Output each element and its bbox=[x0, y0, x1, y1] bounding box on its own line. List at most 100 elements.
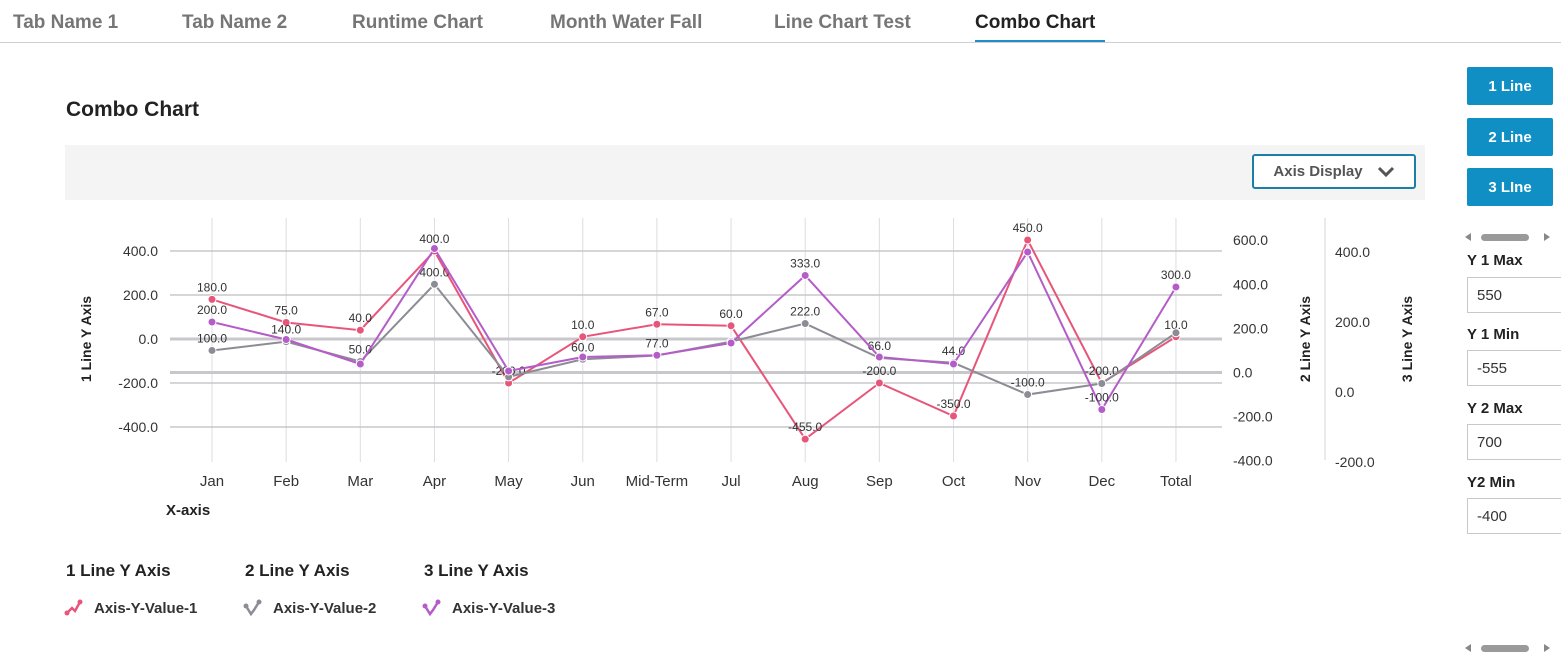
y1-min-label: Y 1 Min bbox=[1467, 326, 1520, 343]
x-tick-label: Total bbox=[1160, 473, 1192, 490]
legend-item-3[interactable]: Axis-Y-Value-3 bbox=[422, 598, 555, 618]
data-point bbox=[1097, 379, 1107, 389]
panel-scrollbar-bottom[interactable] bbox=[1465, 643, 1550, 653]
data-label: -100.0 bbox=[1085, 391, 1119, 405]
tab-bar: Tab Name 1 Tab Name 2 Runtime Chart Mont… bbox=[0, 0, 1561, 43]
data-point bbox=[207, 345, 217, 355]
data-label: 60.0 bbox=[719, 307, 743, 321]
scroll-left-icon[interactable] bbox=[1465, 233, 1471, 241]
y3-axis-title: 3 Line Y Axis bbox=[1399, 296, 1415, 382]
y3-tick-label: 400.0 bbox=[1335, 244, 1370, 260]
x-tick-label: Mar bbox=[347, 473, 373, 490]
chevron-down-icon bbox=[1377, 166, 1394, 177]
x-tick-label: Aug bbox=[792, 473, 819, 490]
data-point bbox=[874, 352, 884, 362]
tab-1[interactable]: Tab Name 1 bbox=[13, 12, 119, 33]
x-tick-label: Sep bbox=[866, 473, 893, 490]
scroll-right-icon[interactable] bbox=[1544, 233, 1550, 241]
y1-max-input[interactable] bbox=[1467, 277, 1561, 313]
tab-line-chart-test[interactable]: Line Chart Test bbox=[774, 12, 911, 33]
combo-chart: 400.0 200.0 0.0 -200.0 -400.0 600.0 400.0 200.0… bbox=[78, 218, 1415, 519]
data-point bbox=[429, 279, 439, 289]
data-label: 67.0 bbox=[645, 305, 669, 319]
legend-item-1[interactable]: Axis-Y-Value-1 bbox=[64, 598, 197, 618]
data-label: 200.0 bbox=[197, 303, 227, 317]
data-point bbox=[652, 350, 662, 360]
y2-tick-label: 200.0 bbox=[1233, 320, 1268, 336]
y1-tick-label: -400.0 bbox=[118, 419, 158, 435]
data-label: 333.0 bbox=[790, 256, 820, 270]
series-line bbox=[211, 246, 1177, 412]
y1-tick-label: -200.0 bbox=[118, 375, 158, 391]
y2-min-input[interactable] bbox=[1467, 498, 1561, 534]
data-point bbox=[504, 366, 514, 376]
x-tick-label: Mid-Term bbox=[626, 473, 689, 490]
y1-max-label: Y 1 Max bbox=[1467, 252, 1523, 269]
data-point bbox=[207, 294, 217, 304]
x-tick-label: May bbox=[494, 473, 523, 490]
data-point bbox=[800, 270, 810, 280]
tab-2[interactable]: Tab Name 2 bbox=[182, 12, 288, 33]
legend-group-3: 3 Line Y Axis bbox=[424, 561, 529, 580]
two-line-button[interactable]: 2 Line bbox=[1467, 118, 1553, 156]
data-label: 300.0 bbox=[1161, 268, 1191, 282]
data-point bbox=[429, 244, 439, 253]
x-tick-label: Jan bbox=[200, 473, 224, 490]
data-label: 10.0 bbox=[571, 318, 595, 332]
data-label: 400.0 bbox=[419, 265, 449, 279]
data-point bbox=[355, 359, 365, 369]
scroll-right-icon[interactable] bbox=[1544, 644, 1550, 652]
data-point bbox=[355, 325, 365, 335]
one-line-button[interactable]: 1 Line bbox=[1467, 67, 1553, 105]
data-point bbox=[949, 411, 958, 421]
data-label: 75.0 bbox=[274, 304, 298, 318]
line-series-icon bbox=[64, 599, 83, 616]
x-tick-label: Jul bbox=[721, 473, 740, 490]
tab-combo-chart[interactable]: Combo Chart bbox=[975, 12, 1096, 33]
data-label: 66.0 bbox=[868, 339, 892, 353]
data-point bbox=[726, 321, 736, 331]
data-label: 10.0 bbox=[1164, 318, 1188, 332]
data-label: 450.0 bbox=[1013, 221, 1043, 235]
panel-scrollbar-top[interactable] bbox=[1465, 232, 1550, 242]
legend-item-3-label: Axis-Y-Value-3 bbox=[452, 599, 556, 617]
three-line-button[interactable]: 3 LIne bbox=[1467, 168, 1553, 206]
y2-tick-label: 600.0 bbox=[1233, 232, 1268, 248]
data-point bbox=[207, 317, 217, 327]
x-tick-label: Apr bbox=[423, 473, 446, 490]
y1-tick-label: 400.0 bbox=[123, 243, 158, 259]
data-label: -350.0 bbox=[936, 397, 970, 411]
legend-item-2[interactable]: Axis-Y-Value-2 bbox=[243, 598, 376, 618]
y1-min-input[interactable] bbox=[1467, 350, 1561, 386]
tab-runtime-chart[interactable]: Runtime Chart bbox=[352, 12, 483, 33]
y2-max-label: Y 2 Max bbox=[1467, 400, 1523, 417]
data-point bbox=[281, 335, 291, 344]
axis-display-label: Axis Display bbox=[1273, 163, 1363, 180]
y3-tick-label: 200.0 bbox=[1335, 314, 1370, 330]
data-label: -100.0 bbox=[1011, 376, 1045, 390]
scroll-thumb[interactable] bbox=[1481, 234, 1529, 241]
y2-tick-label: -400.0 bbox=[1233, 453, 1273, 469]
line-series-icon bbox=[422, 599, 441, 617]
y1-tick-label: 200.0 bbox=[123, 287, 158, 303]
chart-toolbar bbox=[65, 145, 1425, 200]
data-point bbox=[281, 318, 291, 327]
scroll-thumb[interactable] bbox=[1481, 645, 1529, 652]
active-tab-indicator bbox=[975, 40, 1105, 42]
tab-month-water-fall[interactable]: Month Water Fall bbox=[550, 12, 703, 33]
page-title: Combo Chart bbox=[66, 98, 199, 121]
data-label: 222.0 bbox=[790, 305, 820, 319]
data-point bbox=[874, 378, 884, 388]
y1-tick-label: 0.0 bbox=[139, 331, 159, 347]
y2-max-input[interactable] bbox=[1467, 424, 1561, 460]
scroll-left-icon[interactable] bbox=[1465, 644, 1471, 652]
data-point bbox=[726, 338, 736, 348]
x-tick-label: Feb bbox=[273, 473, 299, 490]
data-label: 40.0 bbox=[349, 311, 373, 325]
y2-tick-label: 0.0 bbox=[1233, 365, 1253, 381]
legend-item-1-label: Axis-Y-Value-1 bbox=[94, 599, 198, 617]
y2-axis-title: 2 Line Y Axis bbox=[1297, 296, 1313, 382]
data-label: 400.0 bbox=[419, 232, 449, 246]
data-point bbox=[578, 332, 588, 342]
axis-display-dropdown[interactable]: Axis Display bbox=[1252, 154, 1416, 189]
